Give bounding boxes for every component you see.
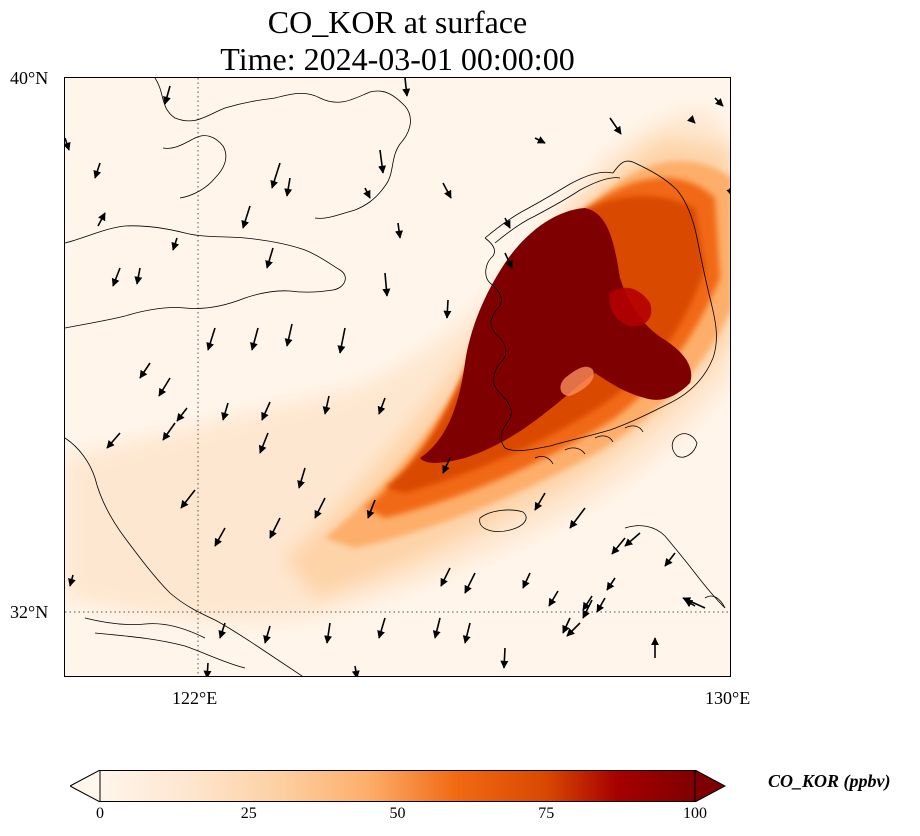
wind-arrow xyxy=(68,574,76,587)
wind-arrow xyxy=(503,217,511,229)
colorbar-extend-low xyxy=(68,769,101,803)
wind-arrow xyxy=(270,162,281,189)
wind-arrow xyxy=(324,622,333,644)
colorbar-tick-0: 0 xyxy=(96,805,104,822)
wind-arrow xyxy=(562,617,571,634)
wind-arrow xyxy=(566,622,581,637)
wind-arrow xyxy=(180,489,196,509)
wind-arrow xyxy=(250,327,259,351)
wind-arrow xyxy=(402,78,411,97)
wind-arrow xyxy=(687,115,696,124)
map-subtitle: Time: 2024-03-01 00:00:00 xyxy=(220,41,575,77)
wind-arrow xyxy=(609,117,622,135)
wind-arrow xyxy=(171,237,180,251)
lon-label-130: 130°E xyxy=(705,688,751,708)
wind-arrow xyxy=(548,590,559,607)
wind-arrow xyxy=(261,401,271,421)
wind-arrow xyxy=(382,272,391,297)
wind-arrow xyxy=(462,622,471,644)
wind-arrow xyxy=(97,212,106,227)
wind-arrow xyxy=(534,136,546,144)
wind-arrow xyxy=(241,205,251,229)
colorbar-gradient xyxy=(99,770,696,802)
wind-arrow xyxy=(158,377,171,397)
wind-arrow xyxy=(582,595,593,611)
wind-arrow xyxy=(203,662,212,676)
wind-arrow xyxy=(284,323,293,347)
wind-arrow xyxy=(726,188,730,197)
wind-arrow xyxy=(263,625,271,644)
colorbar-tick-100: 100 xyxy=(683,805,707,822)
wind-arrow xyxy=(442,182,452,199)
wind-arrow xyxy=(351,665,360,676)
wind-arrow xyxy=(218,622,227,639)
wind-arrow xyxy=(500,647,509,669)
colorbar-tick-25: 25 xyxy=(240,805,257,822)
wind-arrow xyxy=(176,407,188,422)
wind-arrow xyxy=(363,187,371,199)
wind-arrow xyxy=(395,222,404,239)
wind-arrow xyxy=(624,532,641,547)
wind-arrow xyxy=(366,499,376,519)
coastlines xyxy=(65,78,726,676)
wind-arrow xyxy=(284,177,293,197)
wind-arrow xyxy=(569,507,586,529)
wind-arrow xyxy=(322,395,331,415)
wind-arrow xyxy=(258,432,269,454)
wind-arrow xyxy=(504,252,513,269)
wind-arrow xyxy=(65,137,71,151)
map-canvas xyxy=(65,78,730,676)
wind-arrow xyxy=(443,299,452,319)
wind-arrow xyxy=(163,85,171,105)
wind-arrow xyxy=(297,467,306,489)
wind-arrow xyxy=(337,327,346,354)
wind-arrow xyxy=(440,567,451,587)
wind-arrow xyxy=(162,422,176,441)
lat-label-40: 40°N xyxy=(10,68,49,88)
wind-arrow xyxy=(111,267,121,287)
wind-arrow xyxy=(522,572,531,589)
lon-label-122: 122°E xyxy=(172,688,218,708)
wind-vectors xyxy=(65,78,730,676)
wind-arrow xyxy=(265,247,274,269)
wind-arrow xyxy=(378,149,387,174)
colorbar-extend-high xyxy=(694,769,727,803)
lat-label-32: 32°N xyxy=(10,602,49,622)
wind-arrow xyxy=(139,362,151,379)
wind-arrow xyxy=(221,402,229,421)
wind-arrow xyxy=(714,97,724,107)
wind-arrow xyxy=(596,597,606,613)
wind-arrow xyxy=(106,432,121,449)
wind-arrow xyxy=(664,552,676,567)
wind-arrow xyxy=(134,267,143,285)
wind-arrow xyxy=(206,327,216,351)
wind-arrow xyxy=(314,497,326,519)
wind-arrow xyxy=(442,457,451,474)
colorbar-tick-50: 50 xyxy=(389,805,406,822)
wind-arrow xyxy=(682,597,706,609)
colorbar xyxy=(68,769,727,803)
colorbar-tick-75: 75 xyxy=(538,805,555,822)
wind-arrow xyxy=(611,537,626,555)
colorbar-label: CO_KOR (ppbv) xyxy=(768,771,891,791)
map-title: CO_KOR at surface xyxy=(267,4,528,40)
wind-arrow xyxy=(377,617,386,639)
wind-arrow xyxy=(214,527,226,547)
wind-arrow xyxy=(432,617,441,639)
wind-arrow xyxy=(269,517,281,539)
wind-arrow xyxy=(93,162,102,179)
wind-arrow xyxy=(377,397,386,415)
wind-arrow xyxy=(464,572,476,594)
wind-arrow xyxy=(534,492,546,511)
wind-arrow xyxy=(606,577,616,591)
gridlines xyxy=(65,78,730,676)
map-panel xyxy=(64,77,731,677)
